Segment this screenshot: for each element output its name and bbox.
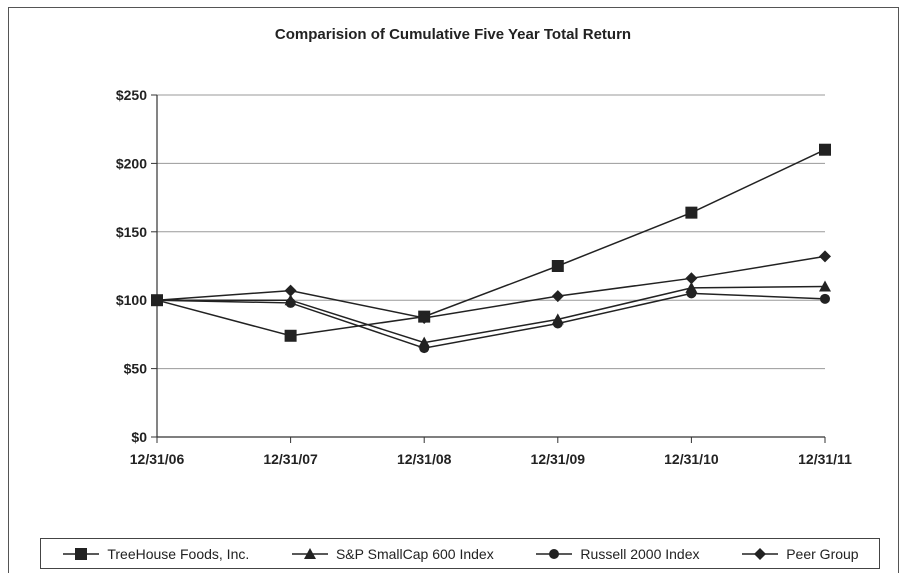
data-point-russell-2000-index [686,288,697,299]
y-tick-label: $50 [124,361,148,377]
legend-label: S&P SmallCap 600 Index [335,545,494,562]
legend-swatch-russell-2000-index [536,548,573,559]
legend-label: Peer Group [786,545,859,562]
legend-swatch-treehouse-foods-inc [63,547,100,560]
y-tick-label: $150 [116,224,147,240]
series-line-treehouse-foods-inc [156,149,826,337]
legend-marker-s-p-smallcap-600-index [303,547,316,559]
legend-marker-russell-2000-index [549,548,560,559]
chart-title: Comparision of Cumulative Five Year Tota… [274,26,632,43]
y-tick-label: $250 [116,87,147,103]
x-tick-label: 12/31/10 [664,451,719,467]
series-line-russell-2000-index [156,292,826,349]
legend-marker-peer-group [754,547,767,560]
data-point-peer-group [819,250,831,263]
legend-item-russell-2000-index: Russell 2000 Index [534,545,700,562]
data-point-peer-group [151,294,163,307]
data-point-peer-group [551,290,564,303]
x-tick-label: 12/31/06 [130,451,185,467]
chart-legend: TreeHouse Foods, Inc. S&P SmallCap 600 In… [40,538,880,569]
legend-swatch-s-p-smallcap-600-index [291,547,328,559]
data-point-russell-2000-index [552,318,563,329]
data-point-peer-group [284,284,297,297]
legend-label: TreeHouse Foods, Inc. [107,545,250,562]
y-tick-label: $200 [116,155,147,171]
data-point-russell-2000-index [419,343,430,354]
legend-swatch-peer-group [742,547,779,560]
data-point-s-p-smallcap-600-index [819,280,831,292]
legend-item-treehouse-foods-inc: TreeHouse Foods, Inc. [61,546,249,562]
y-tick-label: $100 [116,292,147,308]
x-tick-label: 12/31/08 [397,451,452,467]
data-point-russell-2000-index [820,293,830,304]
data-point-russell-2000-index [285,297,296,308]
data-point-treehouse-foods-inc [284,329,297,342]
series-line-s-p-smallcap-600-index [157,285,826,344]
series-line-peer-group [156,255,826,319]
data-point-treehouse-foods-inc [685,206,698,219]
legend-marker-treehouse-foods-inc [75,547,88,560]
data-point-peer-group [685,272,698,285]
legend-item-peer-group: Peer Group [740,545,859,562]
legend-item-s-p-smallcap-600-index: S&P SmallCap 600 Index [290,546,494,562]
data-point-treehouse-foods-inc [551,260,564,272]
x-tick-label: 12/31/09 [531,451,586,467]
legend-label: Russell 2000 Index [580,545,700,562]
data-point-peer-group [418,311,431,324]
data-point-treehouse-foods-inc [819,143,831,156]
x-tick-label: 12/31/11 [798,451,852,467]
y-tick-label: $0 [131,429,147,445]
x-tick-label: 12/31/07 [263,451,318,467]
